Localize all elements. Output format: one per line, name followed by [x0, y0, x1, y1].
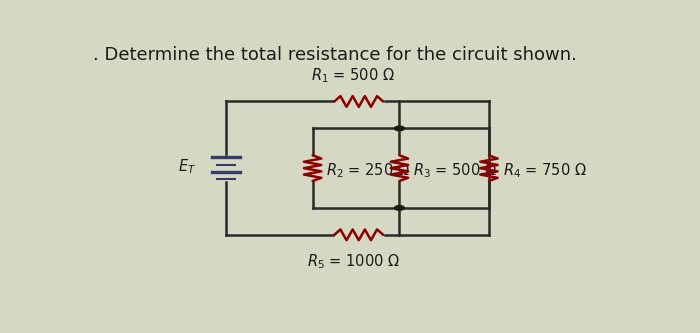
Text: $R_3$ = 500 $\Omega$: $R_3$ = 500 $\Omega$: [413, 162, 497, 180]
Text: $R_5$ = 1000 $\Omega$: $R_5$ = 1000 $\Omega$: [307, 253, 400, 271]
Text: $R_2$ = 250 $\Omega$: $R_2$ = 250 $\Omega$: [326, 162, 410, 180]
Circle shape: [395, 205, 405, 210]
Circle shape: [395, 126, 405, 131]
Text: $R_4$ = 750 $\Omega$: $R_4$ = 750 $\Omega$: [503, 162, 587, 180]
Text: . Determine the total resistance for the circuit shown.: . Determine the total resistance for the…: [93, 46, 577, 64]
Text: $E_T$: $E_T$: [178, 158, 196, 176]
Text: $R_1$ = 500 $\Omega$: $R_1$ = 500 $\Omega$: [312, 66, 395, 85]
